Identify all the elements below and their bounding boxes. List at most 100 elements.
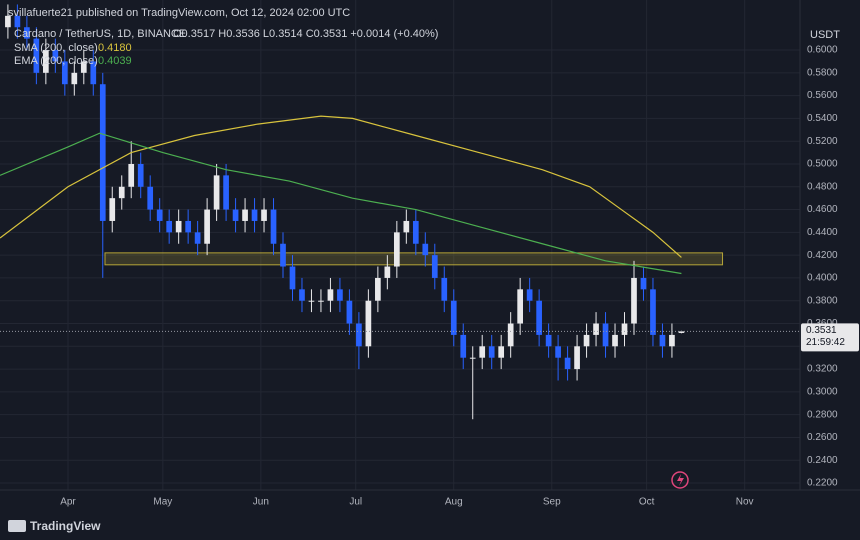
x-tick-label: May xyxy=(153,497,172,508)
candle-body xyxy=(555,346,561,358)
candle-body xyxy=(669,334,675,347)
y-tick-label: 0.4600 xyxy=(807,204,838,215)
y-tick-label: 0.2200 xyxy=(807,478,838,489)
candle-body xyxy=(71,72,78,85)
candle-body xyxy=(621,323,628,335)
legend-value: 0.4180 xyxy=(98,42,132,54)
y-tick-label: 0.3200 xyxy=(807,364,838,375)
candle-body xyxy=(678,331,685,333)
candle-body xyxy=(640,277,647,290)
x-tick-label: Aug xyxy=(445,497,463,508)
y-tick-label: 0.2400 xyxy=(807,455,838,466)
candle-body xyxy=(213,175,220,210)
candle-body xyxy=(109,198,116,221)
candle-body xyxy=(460,334,467,358)
candle-body xyxy=(469,357,476,359)
candle-body xyxy=(232,209,239,221)
currency: USDT xyxy=(810,29,840,41)
x-tick-label: Oct xyxy=(639,497,655,508)
candle-body xyxy=(441,277,448,301)
candle-body xyxy=(593,323,599,335)
candle-body xyxy=(185,220,191,233)
candle-body xyxy=(194,232,201,244)
candle-body xyxy=(99,84,106,221)
candle-body xyxy=(137,163,144,187)
candle-body xyxy=(384,266,391,278)
candle-body xyxy=(631,277,637,324)
candle-body xyxy=(602,323,609,347)
candle-body xyxy=(175,220,182,233)
candle-body xyxy=(545,334,552,347)
candle-body xyxy=(479,346,486,358)
y-tick-label: 0.5600 xyxy=(807,90,838,101)
candle-body xyxy=(659,334,666,347)
candle-body xyxy=(80,61,87,73)
candle-body xyxy=(612,334,618,347)
candle-body xyxy=(14,15,21,28)
last-price-box xyxy=(801,323,859,352)
zone xyxy=(104,252,724,266)
brand: TradingView xyxy=(30,519,101,533)
y-tick-label: 0.5000 xyxy=(807,159,838,170)
y-tick-label: 0.4400 xyxy=(807,227,838,238)
candle-body xyxy=(156,209,163,221)
plot xyxy=(0,4,724,420)
candle-body xyxy=(431,255,438,278)
candle-body xyxy=(5,15,11,28)
candle-body xyxy=(450,300,457,335)
candle-body xyxy=(403,220,410,233)
ohlc: O0.3517 H0.3536 L0.3514 C0.3531 +0.0014 … xyxy=(173,28,438,40)
candle-body xyxy=(52,50,59,62)
candle-body xyxy=(346,300,353,324)
candle-body xyxy=(147,186,154,210)
logo xyxy=(8,520,26,532)
x-tick-label: Jun xyxy=(253,497,269,508)
publisher: svillafuerte21 published on TradingView.… xyxy=(8,7,350,19)
candle-body xyxy=(24,27,30,39)
candle-body xyxy=(327,289,334,301)
candle-body xyxy=(412,220,419,244)
candle-body xyxy=(488,346,495,358)
legend-value: 0.4039 xyxy=(98,55,132,67)
candle-body xyxy=(270,209,277,244)
y-tick-label: 0.5400 xyxy=(807,113,838,124)
y-tick-label: 0.4000 xyxy=(807,273,838,284)
y-tick-label: 0.4800 xyxy=(807,181,838,192)
candle-body xyxy=(583,334,590,347)
ma-line xyxy=(0,132,682,275)
candle-body xyxy=(299,289,305,301)
candle-body xyxy=(261,209,267,221)
y-tick-label: 0.3800 xyxy=(807,295,838,306)
legend-name: SMA (200, close) xyxy=(14,42,98,54)
candle-body xyxy=(393,232,400,267)
alert-icon[interactable] xyxy=(671,471,689,489)
candle-body xyxy=(517,289,524,324)
candle-body xyxy=(498,346,505,358)
candle-body xyxy=(375,277,381,301)
y-tick-label: 0.4200 xyxy=(807,250,838,261)
candle-body xyxy=(166,220,173,233)
last-price-label: 0.3531 xyxy=(806,325,837,336)
candle-body xyxy=(289,266,296,290)
candle-body xyxy=(365,300,372,347)
candle-body xyxy=(242,209,248,221)
candle-body xyxy=(61,61,68,85)
candle-body xyxy=(536,300,542,335)
candle-body xyxy=(280,243,286,267)
candle-body xyxy=(128,163,135,187)
candle-body xyxy=(318,300,324,302)
x-tick-label: Jul xyxy=(349,497,362,508)
x-tick-label: Nov xyxy=(736,497,754,508)
ma-line xyxy=(0,115,682,258)
symbol: Cardano / TetherUS, 1D, BINANCE xyxy=(14,28,186,40)
countdown: 21:59:42 xyxy=(806,337,845,348)
candle-body xyxy=(356,323,362,347)
y-tick-label: 0.6000 xyxy=(807,45,838,56)
candle-body xyxy=(251,209,258,221)
candle-body xyxy=(308,300,315,302)
x-tick-label: Apr xyxy=(60,497,76,508)
candle-body xyxy=(204,209,210,244)
